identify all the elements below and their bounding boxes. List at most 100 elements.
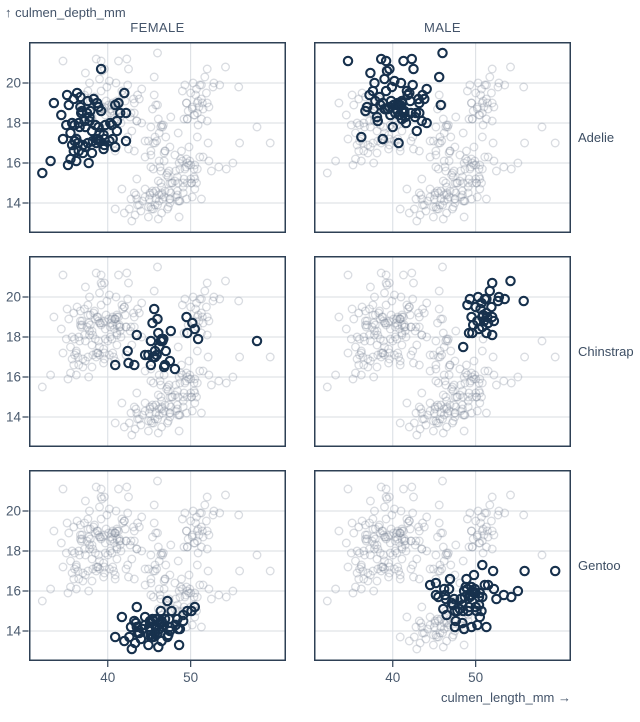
data-point <box>387 121 399 133</box>
facet-gentoo-male <box>314 470 571 661</box>
data-point <box>120 135 132 147</box>
data-point <box>402 89 413 101</box>
facet-frame <box>29 42 286 233</box>
data-point <box>129 615 140 627</box>
data-point <box>149 351 161 363</box>
data-point <box>519 565 530 577</box>
y-tick-label: 14 <box>6 196 22 211</box>
data-point <box>158 333 169 345</box>
facet-frame <box>314 470 571 661</box>
data-point <box>85 105 96 117</box>
data-point <box>393 137 404 149</box>
facet-row-label-gentoo: Gentoo <box>578 558 621 573</box>
data-point <box>481 621 492 633</box>
data-point <box>189 601 201 613</box>
data-point <box>187 317 198 329</box>
data-point <box>372 115 384 127</box>
x-tick-label: 50 <box>468 670 483 685</box>
data-point <box>549 565 561 577</box>
data-point <box>104 117 116 129</box>
highlighted-points <box>109 595 201 655</box>
data-point <box>481 327 492 339</box>
y-tick-label: 16 <box>6 370 21 385</box>
data-point <box>407 79 418 91</box>
facet-adelie-female <box>29 42 286 233</box>
data-point <box>181 311 192 323</box>
data-point <box>192 333 204 345</box>
data-point <box>63 99 75 111</box>
data-point <box>109 631 121 643</box>
data-point <box>411 125 423 137</box>
data-point <box>395 77 407 89</box>
facet-column-header-male: MALE <box>423 20 461 35</box>
data-point <box>148 303 160 315</box>
data-point <box>468 569 480 581</box>
x-tick-label: 40 <box>385 670 400 685</box>
facet-frame <box>314 256 571 447</box>
data-point <box>159 613 171 625</box>
data-point <box>389 75 400 87</box>
facet-row-label-chinstrap: Chinstrap <box>578 344 634 359</box>
data-point <box>448 593 460 605</box>
highlighted-points <box>109 303 263 375</box>
data-point <box>169 363 181 375</box>
data-point <box>476 605 487 617</box>
data-point <box>479 579 491 591</box>
data-point <box>131 601 143 613</box>
data-point <box>68 145 80 157</box>
data-point <box>162 595 173 607</box>
y-tick-label: 18 <box>6 330 21 345</box>
data-point <box>84 111 95 123</box>
data-point <box>77 139 89 151</box>
y-tick-label: 18 <box>6 544 21 559</box>
data-point <box>83 157 94 169</box>
data-point <box>342 55 354 67</box>
data-point <box>384 63 395 75</box>
data-point <box>444 573 456 585</box>
y-tick-label: 16 <box>6 584 21 599</box>
highlighted-points <box>457 275 529 353</box>
y-tick-label: 20 <box>6 504 21 519</box>
data-point <box>48 97 60 109</box>
data-point <box>421 83 432 95</box>
data-point <box>457 341 469 353</box>
data-point <box>71 155 82 167</box>
data-point <box>356 131 367 143</box>
gridlines <box>315 471 570 660</box>
data-point <box>158 619 170 631</box>
data-point <box>486 329 498 341</box>
data-point <box>95 105 107 117</box>
background-points <box>37 476 275 654</box>
data-point <box>37 167 48 179</box>
highlighted-points <box>37 63 132 179</box>
background-points <box>322 48 560 226</box>
data-point <box>386 81 398 93</box>
data-point <box>381 65 393 77</box>
data-point <box>100 119 111 131</box>
data-point <box>499 293 510 305</box>
data-point <box>377 133 389 145</box>
data-point <box>165 325 177 337</box>
data-point <box>57 133 69 145</box>
data-point <box>109 141 121 153</box>
data-point <box>474 611 486 623</box>
data-point <box>399 105 410 117</box>
data-point <box>437 47 448 59</box>
data-point <box>365 67 376 79</box>
data-point <box>406 53 418 65</box>
data-point <box>95 63 107 75</box>
x-axis-title: culmen_length_mm → <box>440 690 571 705</box>
data-point <box>129 359 140 371</box>
data-point <box>463 327 475 339</box>
data-point <box>435 99 447 111</box>
data-point <box>86 147 98 159</box>
data-point <box>438 583 450 595</box>
y-tick-label: 16 <box>6 156 21 171</box>
y-tick-label: 14 <box>6 624 22 639</box>
data-point <box>488 315 500 327</box>
data-point <box>144 615 156 627</box>
data-point <box>114 107 126 119</box>
background-points <box>322 476 560 654</box>
data-point <box>441 609 452 621</box>
